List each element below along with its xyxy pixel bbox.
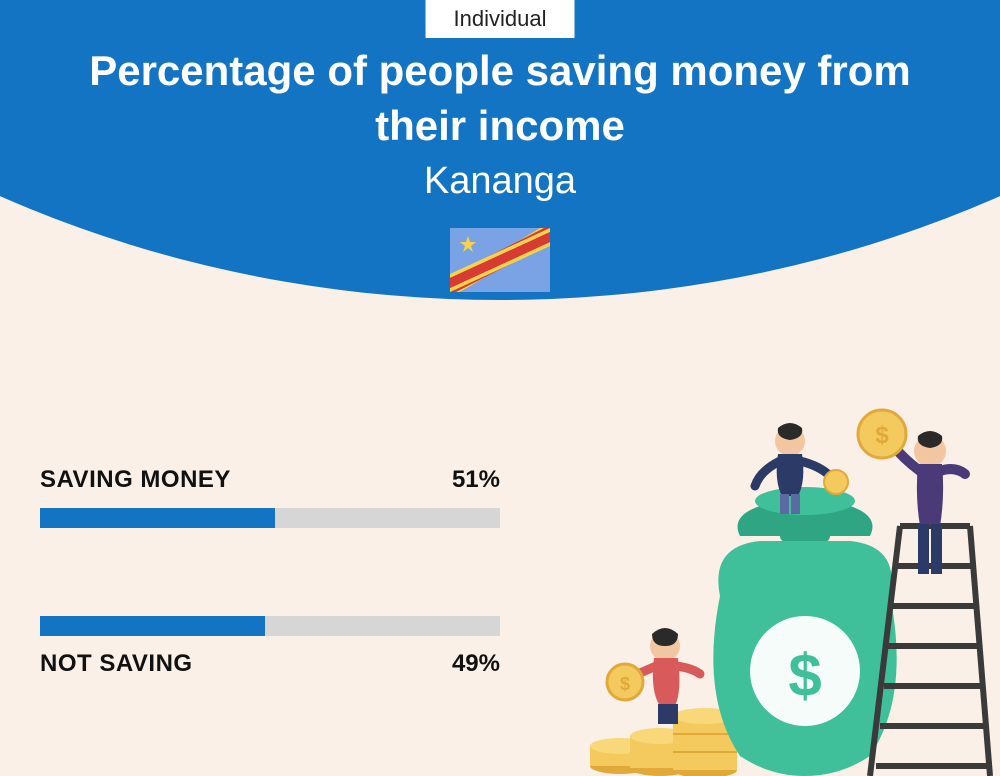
money-bag-icon: $ <box>713 487 896 776</box>
bar-group-not-saving: NOT SAVING 49% <box>40 616 500 678</box>
category-badge: Individual <box>426 0 575 38</box>
bar-fill <box>40 616 265 636</box>
savings-illustration: $ $ <box>560 396 1000 776</box>
bar-track <box>40 616 500 636</box>
bar-track <box>40 508 500 528</box>
svg-text:$: $ <box>875 422 889 449</box>
location-subtitle: Kananga <box>0 160 1000 203</box>
svg-text:$: $ <box>788 642 821 709</box>
svg-text:$: $ <box>620 674 630 694</box>
bar-group-saving: SAVING MONEY 51% <box>40 466 500 528</box>
page-title: Percentage of people saving money from t… <box>0 44 1000 153</box>
bars-container: SAVING MONEY 51% NOT SAVING 49% <box>40 466 500 766</box>
bar-label: SAVING MONEY <box>40 466 231 494</box>
drc-flag-icon <box>450 228 550 292</box>
bar-value: 51% <box>452 466 500 494</box>
bar-label: NOT SAVING <box>40 650 193 678</box>
bar-value: 49% <box>452 650 500 678</box>
bar-fill <box>40 508 275 528</box>
